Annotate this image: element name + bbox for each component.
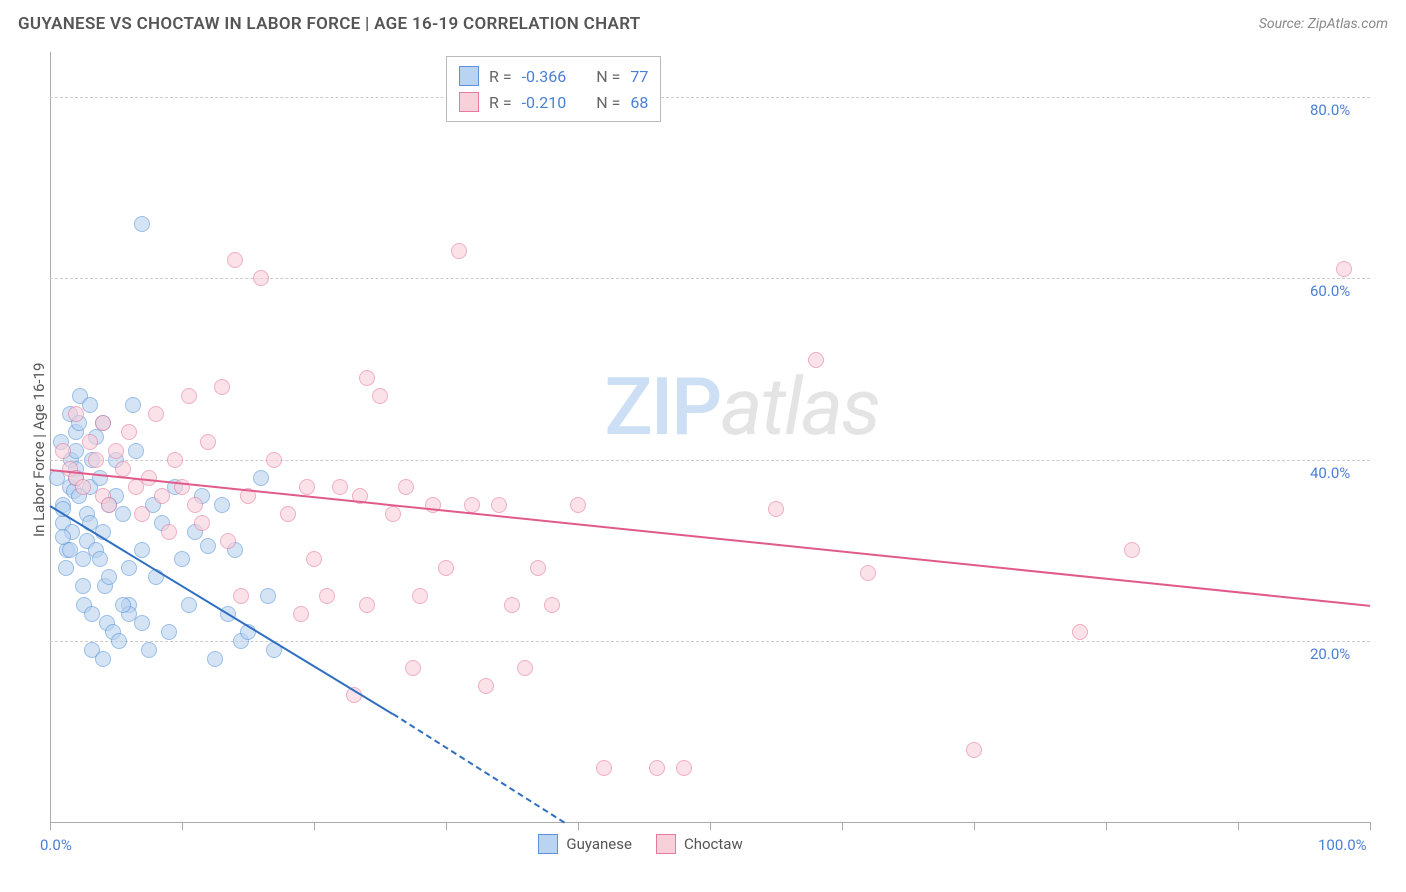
data-point [676,760,692,776]
data-point [82,434,98,450]
chart-title: GUYANESE VS CHOCTAW IN LABOR FORCE | AGE… [18,14,641,34]
stat-n-label: N = [596,67,620,86]
data-point [478,678,494,694]
data-point [412,588,428,604]
stats-legend-row: R = -0.366 N = 77 [459,63,648,89]
stats-legend: R = -0.366 N = 77 R = -0.210 N = 68 [446,56,661,122]
gridline [50,278,1370,279]
legend-label: Guyanese [566,835,632,853]
x-tick [842,822,843,830]
gridline [50,97,1370,98]
data-point [88,452,104,468]
data-point [596,760,612,776]
data-point [194,515,210,531]
plot-area [50,52,1371,823]
data-point [92,470,108,486]
data-point [966,742,982,758]
data-point [359,370,375,386]
data-point [181,388,197,404]
stat-n-value: 77 [630,67,648,86]
data-point [260,588,276,604]
gridline [50,460,1370,461]
data-point [141,642,157,658]
data-point [115,597,131,613]
stat-r-value: -0.210 [522,93,567,112]
y-axis-title: In Labor Force | Age 16-19 [30,363,48,537]
data-point [405,660,421,676]
x-tick [50,822,51,830]
x-tick [1370,822,1371,830]
data-point [266,452,282,468]
x-tick [974,822,975,830]
stat-n-value: 68 [630,93,648,112]
data-point [491,497,507,513]
data-point [154,488,170,504]
x-tick [446,822,447,830]
y-tick-label: 20.0% [1310,645,1350,663]
data-point [111,633,127,649]
data-point [1072,624,1088,640]
x-tick [314,822,315,830]
data-point [161,524,177,540]
y-tick-label: 80.0% [1310,101,1350,119]
data-point [544,597,560,613]
series-legend: Guyanese Choctaw [538,834,742,854]
legend-swatch [538,834,558,854]
legend-item: Guyanese [538,834,632,854]
data-point [293,606,309,622]
legend-label: Choctaw [684,835,743,853]
data-point [214,497,230,513]
x-tick [578,822,579,830]
stats-legend-row: R = -0.210 N = 68 [459,89,648,115]
data-point [200,538,216,554]
data-point [1336,261,1352,277]
data-point [649,760,665,776]
data-point [148,406,164,422]
data-point [280,506,296,522]
data-point [82,397,98,413]
data-point [214,379,230,395]
legend-item: Choctaw [656,834,743,854]
data-point [62,542,78,558]
x-tick-label: 100.0% [1318,836,1367,854]
data-point [134,615,150,631]
data-point [200,434,216,450]
data-point [108,443,124,459]
data-point [253,470,269,486]
data-point [570,497,586,513]
stat-r-label: R = [489,67,512,86]
stat-r-value: -0.366 [522,67,567,86]
source-attribution: Source: ZipAtlas.com [1259,16,1388,32]
y-tick-label: 60.0% [1310,282,1350,300]
data-point [207,651,223,667]
x-tick [1106,822,1107,830]
x-tick [182,822,183,830]
data-point [115,506,131,522]
x-tick-label: 0.0% [40,836,72,854]
data-point [181,597,197,613]
data-point [319,588,335,604]
x-tick [1238,822,1239,830]
data-point [115,461,131,477]
data-point [167,452,183,468]
data-point [84,606,100,622]
x-tick [710,822,711,830]
data-point [161,624,177,640]
data-point [504,597,520,613]
legend-swatch [656,834,676,854]
chart-header: GUYANESE VS CHOCTAW IN LABOR FORCE | AGE… [0,0,1406,48]
data-point [359,597,375,613]
data-point [233,588,249,604]
data-point [55,443,71,459]
stat-r-label: R = [489,93,512,112]
data-point [75,479,91,495]
legend-swatch [459,92,479,112]
y-tick-label: 40.0% [1310,464,1350,482]
data-point [128,443,144,459]
legend-swatch [459,66,479,86]
stat-n-label: N = [596,93,620,112]
data-point [95,651,111,667]
data-point [808,352,824,368]
